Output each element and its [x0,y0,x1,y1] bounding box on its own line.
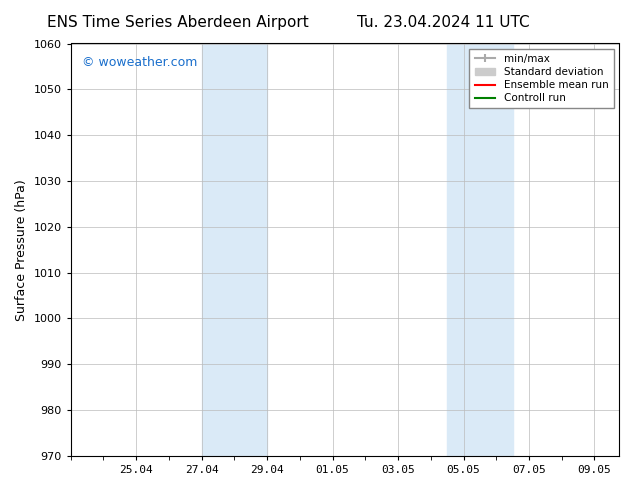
Text: © woweather.com: © woweather.com [82,56,197,69]
Y-axis label: Surface Pressure (hPa): Surface Pressure (hPa) [15,179,28,320]
Text: ENS Time Series Aberdeen Airport: ENS Time Series Aberdeen Airport [47,15,308,30]
Bar [447,44,513,456]
Legend: min/max, Standard deviation, Ensemble mean run, Controll run: min/max, Standard deviation, Ensemble me… [469,49,614,108]
Text: Tu. 23.04.2024 11 UTC: Tu. 23.04.2024 11 UTC [358,15,530,30]
Bar [202,44,267,456]
